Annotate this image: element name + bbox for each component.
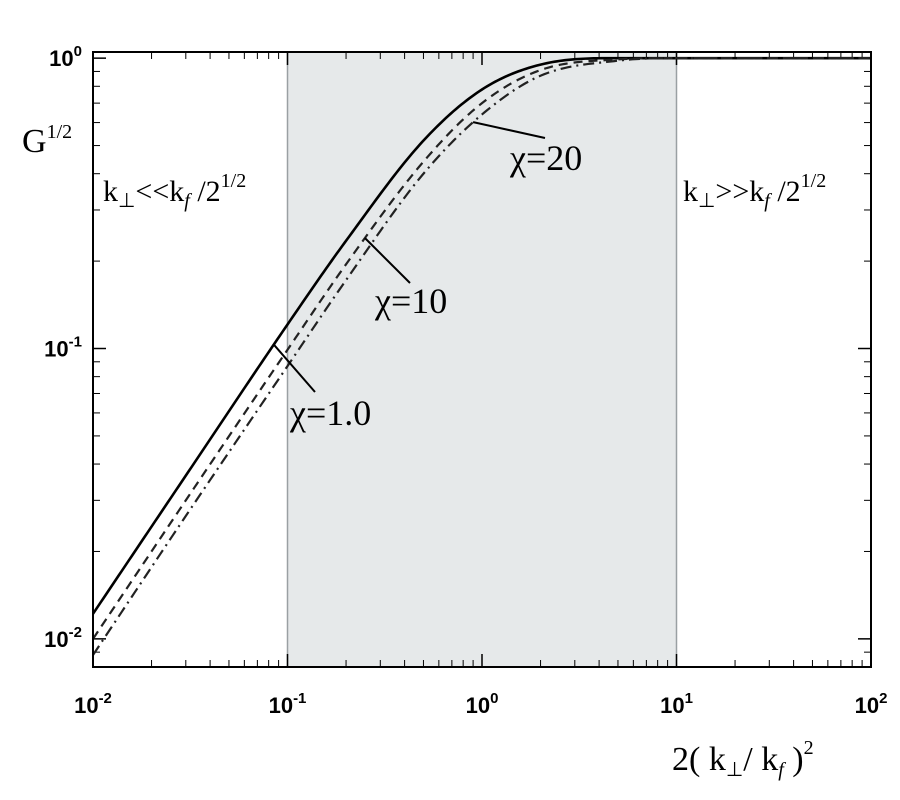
y-tick-label: 100	[49, 43, 82, 71]
y-tick-label: 10-1	[44, 334, 82, 362]
series-layer	[91, 56, 871, 656]
leader-line-chi-10	[364, 237, 411, 284]
curve-label-chi-1: χ=1.0	[289, 393, 371, 433]
x-tick-label: 10-2	[74, 690, 112, 718]
minor-ticks	[93, 52, 871, 667]
x-tick-label: 10-1	[269, 690, 307, 718]
y-axis-label: G1/2	[22, 121, 72, 160]
x-tick-labels: 10-2 10-1 100 101 102	[74, 690, 887, 718]
leader-line-chi-20	[472, 121, 546, 139]
region-label-left: k⊥<<kf /21/2	[103, 170, 246, 212]
y-tick-labels: 10-2 10-1 100	[44, 43, 82, 652]
leader-line-chi-1	[273, 343, 316, 393]
series-line-3	[92, 57, 871, 656]
x-axis-label: 2( k⊥/ kf )2	[672, 737, 814, 781]
series-line-2	[92, 57, 871, 640]
curve-label-chi-20: χ=20	[509, 138, 582, 178]
x-tick-label: 101	[660, 690, 693, 718]
region-label-right: k⊥>>kf /21/2	[683, 170, 826, 212]
plot-frame	[92, 51, 872, 668]
x-tick-label: 102	[855, 690, 888, 718]
shaded-region	[287, 52, 677, 667]
curve-label-chi-10: χ=10	[374, 281, 447, 321]
y-tick-label: 10-2	[44, 624, 82, 652]
x-tick-label: 100	[466, 690, 499, 718]
